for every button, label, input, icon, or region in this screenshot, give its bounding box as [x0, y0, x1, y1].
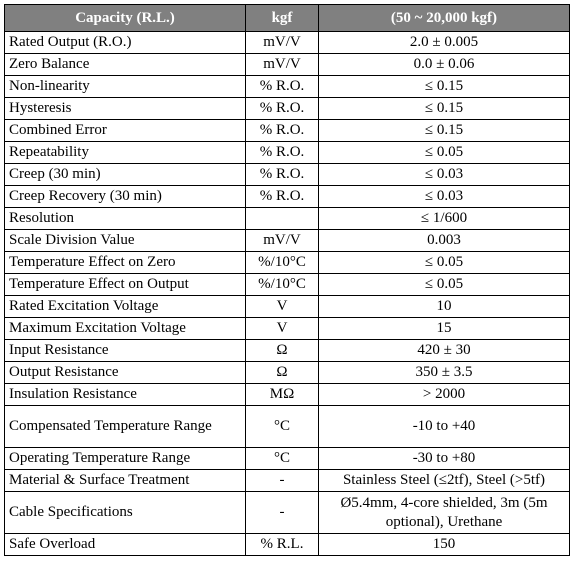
row-unit: V — [245, 295, 319, 318]
table-row: Repeatability % R.O. ≤ 0.05 — [4, 141, 570, 164]
row-param: Cable Specifications — [4, 491, 246, 534]
row-unit: %/10°C — [245, 251, 319, 274]
row-unit: Ω — [245, 339, 319, 362]
row-param: Rated Output (R.O.) — [4, 31, 246, 54]
row-value: Ø5.4mm, 4-core shielded, 3m (5m optional… — [318, 491, 570, 534]
row-unit: % R.O. — [245, 97, 319, 120]
row-param: Compensated Temperature Range — [4, 405, 246, 448]
row-param: Scale Division Value — [4, 229, 246, 252]
row-unit: - — [245, 469, 319, 492]
table-row: Non-linearity % R.O. ≤ 0.15 — [4, 75, 570, 98]
table-row: Rated Output (R.O.) mV/V 2.0 ± 0.005 — [4, 31, 570, 54]
row-unit: - — [245, 491, 319, 534]
table-row: Temperature Effect on Output %/10°C ≤ 0.… — [4, 273, 570, 296]
row-value: ≤ 1/600 — [318, 207, 570, 230]
table-row: Compensated Temperature Range °C -10 to … — [4, 405, 570, 448]
table-row: Temperature Effect on Zero %/10°C ≤ 0.05 — [4, 251, 570, 274]
row-param: Combined Error — [4, 119, 246, 142]
table-row: Rated Excitation Voltage V 10 — [4, 295, 570, 318]
row-param: Temperature Effect on Output — [4, 273, 246, 296]
row-param: Safe Overload — [4, 533, 246, 556]
row-unit: MΩ — [245, 383, 319, 406]
row-unit: % R.O. — [245, 163, 319, 186]
row-param: Creep (30 min) — [4, 163, 246, 186]
header-capacity: Capacity (R.L.) — [4, 4, 246, 32]
row-param: Operating Temperature Range — [4, 447, 246, 470]
table-row: Hysteresis % R.O. ≤ 0.15 — [4, 97, 570, 120]
row-param: Hysteresis — [4, 97, 246, 120]
row-param: Non-linearity — [4, 75, 246, 98]
row-value: ≤ 0.05 — [318, 251, 570, 274]
table-row: Input Resistance Ω 420 ± 30 — [4, 339, 570, 362]
row-value: 15 — [318, 317, 570, 340]
table-row: Output Resistance Ω 350 ± 3.5 — [4, 361, 570, 384]
row-value: ≤ 0.05 — [318, 141, 570, 164]
row-unit: % R.O. — [245, 141, 319, 164]
row-value: 0.003 — [318, 229, 570, 252]
row-unit: Ω — [245, 361, 319, 384]
row-value: -30 to +80 — [318, 447, 570, 470]
table-row: Safe Overload % R.L. 150 — [4, 533, 570, 556]
row-value: 2.0 ± 0.005 — [318, 31, 570, 54]
row-param: Resolution — [4, 207, 246, 230]
table-row: Zero Balance mV/V 0.0 ± 0.06 — [4, 53, 570, 76]
row-param: Zero Balance — [4, 53, 246, 76]
header-row: Capacity (R.L.) kgf (50 ~ 20,000 kgf) — [4, 4, 570, 32]
row-value: ≤ 0.15 — [318, 119, 570, 142]
row-param: Maximum Excitation Voltage — [4, 317, 246, 340]
row-unit: V — [245, 317, 319, 340]
row-param: Input Resistance — [4, 339, 246, 362]
row-unit: mV/V — [245, 53, 319, 76]
row-value: Stainless Steel (≤2tf), Steel (>5tf) — [318, 469, 570, 492]
header-range: (50 ~ 20,000 kgf) — [318, 4, 570, 32]
row-param: Rated Excitation Voltage — [4, 295, 246, 318]
row-param: Material & Surface Treatment — [4, 469, 246, 492]
table-row: Operating Temperature Range °C -30 to +8… — [4, 447, 570, 470]
row-value: 10 — [318, 295, 570, 318]
row-value: 0.0 ± 0.06 — [318, 53, 570, 76]
row-value: ≤ 0.05 — [318, 273, 570, 296]
table-row: Scale Division Value mV/V 0.003 — [4, 229, 570, 252]
row-unit: % R.O. — [245, 119, 319, 142]
row-value: ≤ 0.15 — [318, 97, 570, 120]
table-row: Creep Recovery (30 min) % R.O. ≤ 0.03 — [4, 185, 570, 208]
row-unit — [245, 207, 319, 230]
row-unit: °C — [245, 405, 319, 448]
row-param: Repeatability — [4, 141, 246, 164]
row-value: -10 to +40 — [318, 405, 570, 448]
row-value: ≤ 0.15 — [318, 75, 570, 98]
row-unit: %/10°C — [245, 273, 319, 296]
row-unit: % R.O. — [245, 75, 319, 98]
row-value: > 2000 — [318, 383, 570, 406]
table-row: Combined Error % R.O. ≤ 0.15 — [4, 119, 570, 142]
row-value: 420 ± 30 — [318, 339, 570, 362]
header-unit: kgf — [245, 4, 319, 32]
row-param: Output Resistance — [4, 361, 246, 384]
spec-table: Capacity (R.L.) kgf (50 ~ 20,000 kgf) Ra… — [4, 4, 570, 556]
row-unit: mV/V — [245, 31, 319, 54]
row-unit: % R.O. — [245, 185, 319, 208]
row-param: Creep Recovery (30 min) — [4, 185, 246, 208]
table-row: Resolution ≤ 1/600 — [4, 207, 570, 230]
row-param: Temperature Effect on Zero — [4, 251, 246, 274]
row-value: ≤ 0.03 — [318, 185, 570, 208]
row-value: 150 — [318, 533, 570, 556]
row-value: ≤ 0.03 — [318, 163, 570, 186]
table-row: Material & Surface Treatment - Stainless… — [4, 469, 570, 492]
row-unit: °C — [245, 447, 319, 470]
row-value: 350 ± 3.5 — [318, 361, 570, 384]
row-param: Insulation Resistance — [4, 383, 246, 406]
row-unit: % R.L. — [245, 533, 319, 556]
table-row: Creep (30 min) % R.O. ≤ 0.03 — [4, 163, 570, 186]
table-row: Cable Specifications - Ø5.4mm, 4-core sh… — [4, 491, 570, 534]
table-row: Maximum Excitation Voltage V 15 — [4, 317, 570, 340]
table-row: Insulation Resistance MΩ > 2000 — [4, 383, 570, 406]
row-unit: mV/V — [245, 229, 319, 252]
